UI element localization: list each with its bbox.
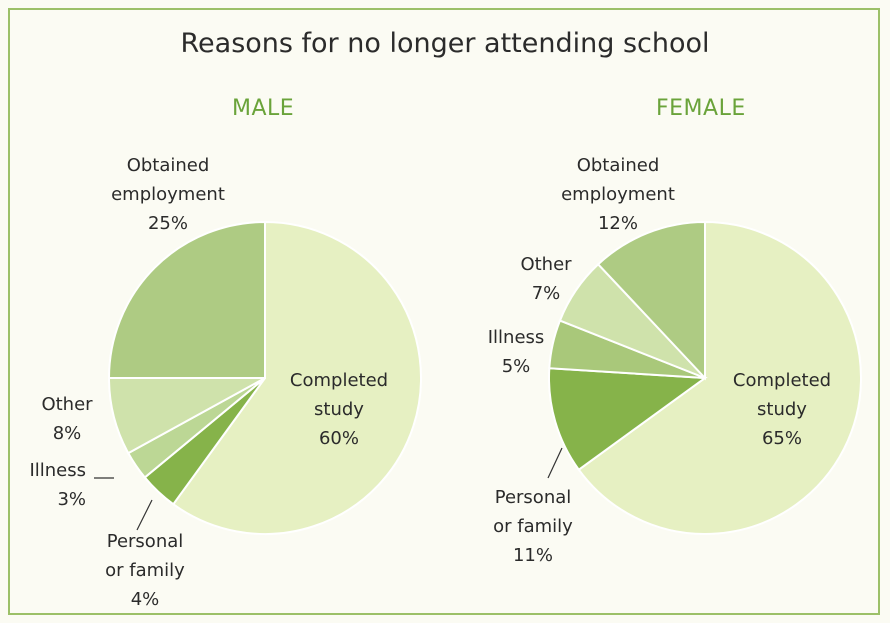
female-label-completed-study: Completed study 65% <box>733 370 831 449</box>
female-label-personal-or-family: Personal or family 11% <box>493 487 573 566</box>
female-leader-personal-or-family <box>547 447 563 479</box>
male-pie-heading: MALE <box>232 96 295 121</box>
male-label-obtained-employment: Obtained employment 25% <box>111 155 225 234</box>
male-slice-completed-study <box>171 220 422 535</box>
chart-title: Reasons for no longer attending school <box>180 28 710 59</box>
female-label-obtained-employment: Obtained employment 12% <box>561 155 675 234</box>
female-pie-heading: FEMALE <box>656 96 746 121</box>
male-label-illness: Illness 3% <box>29 460 86 510</box>
male-label-personal-or-family: Personal or family 4% <box>105 531 185 610</box>
female-slice-personal-or-family <box>548 367 708 472</box>
male-slice-obtained-employment <box>107 220 266 379</box>
female-label-other: Other 7% <box>520 254 572 304</box>
male-pie: Completed study 60% Personal or family 4% Illn… <box>29 155 422 610</box>
female-pie: Completed study 65% Personal or family 11% Ill… <box>488 155 862 566</box>
female-slice-completed-study <box>577 220 862 535</box>
male-label-other: Other 8% <box>41 394 93 444</box>
female-label-illness: Illness 5% <box>488 327 545 377</box>
female-slice-obtained-employment <box>596 220 706 381</box>
male-label-completed-study: Completed study 60% <box>290 370 388 449</box>
male-leader-personal-or-family <box>136 499 153 531</box>
